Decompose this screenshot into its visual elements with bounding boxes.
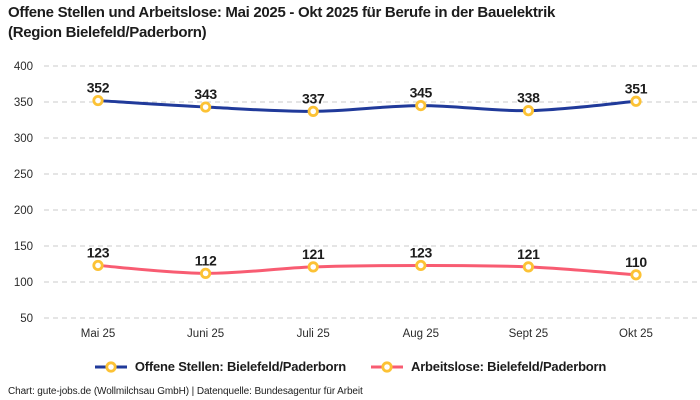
- data-point-marker[interactable]: [200, 267, 212, 279]
- chart-credit: Chart: gute-jobs.de (Wollmilchsau GmbH) …: [8, 386, 363, 397]
- x-axis-tick-label: Sept 25: [509, 328, 549, 340]
- data-point-value-label: 123: [87, 244, 110, 260]
- data-point-value-label: 110: [625, 254, 647, 270]
- data-point-value-label: 112: [195, 252, 217, 268]
- data-point-marker[interactable]: [200, 101, 212, 113]
- y-axis-tick-label: 250: [14, 169, 33, 181]
- data-point-marker[interactable]: [92, 259, 104, 272]
- data-point-marker[interactable]: [630, 269, 642, 281]
- series-line-0: [96, 99, 638, 113]
- series-line-1: [96, 263, 638, 277]
- chart-canvas: 50 100 150 200 250 300 350 400 Mai 25 Juni 25 Juli…: [14, 61, 697, 340]
- x-axis-tick-label: Juli 25: [297, 328, 330, 340]
- legend-label-arbeitslose: Arbeitslose: Bielefeld/Paderborn: [411, 359, 607, 374]
- x-axis-tick-label: Okt 25: [619, 328, 653, 340]
- legend-label-offene-stellen: Offene Stellen: Bielefeld/Paderborn: [134, 359, 346, 374]
- x-axis-tick-label: Aug 25: [403, 328, 439, 340]
- chart-title: Offene Stellen und Arbeitslose: Mai 2025…: [8, 4, 555, 41]
- y-axis-tick-label: 100: [14, 277, 33, 289]
- data-point-marker[interactable]: [630, 95, 642, 107]
- data-point-marker[interactable]: [522, 105, 535, 117]
- data-point-marker[interactable]: [415, 259, 427, 272]
- legend-swatch-line-icon: [94, 360, 127, 373]
- y-axis-tick-label: 200: [14, 205, 33, 217]
- y-axis-tick-label: 300: [14, 133, 33, 145]
- data-point-value-label: 343: [194, 86, 217, 102]
- data-point-value-label: 352: [87, 80, 110, 96]
- x-axis-tick-label: Juni 25: [187, 328, 224, 340]
- data-point-marker[interactable]: [522, 261, 535, 273]
- legend: Offene Stellen: Bielefeld/Paderborn Arbe…: [0, 359, 700, 374]
- data-point-value-label: 121: [517, 246, 540, 262]
- y-axis-tick-label: 50: [20, 313, 33, 325]
- y-axis-tick-label: 150: [14, 241, 33, 253]
- data-point-marker[interactable]: [92, 94, 104, 107]
- legend-item-arbeitslose[interactable]: Arbeitslose: Bielefeld/Paderborn: [370, 359, 606, 374]
- legend-marker-icon: [381, 360, 393, 373]
- data-point-marker[interactable]: [307, 105, 319, 117]
- data-point-value-label: 123: [410, 244, 433, 260]
- data-point-value-label: 121: [302, 246, 325, 262]
- data-point-value-label: 345: [410, 85, 433, 101]
- y-axis-tick-label: 350: [14, 97, 33, 109]
- legend-swatch-line-icon: [371, 360, 403, 373]
- x-axis-tick-label: Mai 25: [81, 328, 116, 340]
- legend-marker-icon: [105, 360, 117, 373]
- data-point-marker[interactable]: [415, 100, 427, 112]
- data-point-marker[interactable]: [307, 261, 319, 273]
- legend-item-offene-stellen[interactable]: Offene Stellen: Bielefeld/Paderborn: [94, 359, 346, 374]
- data-point-value-label: 338: [517, 90, 540, 106]
- data-point-value-label: 351: [625, 80, 648, 96]
- y-axis-tick-label: 400: [14, 61, 33, 73]
- data-point-value-label: 337: [302, 90, 325, 106]
